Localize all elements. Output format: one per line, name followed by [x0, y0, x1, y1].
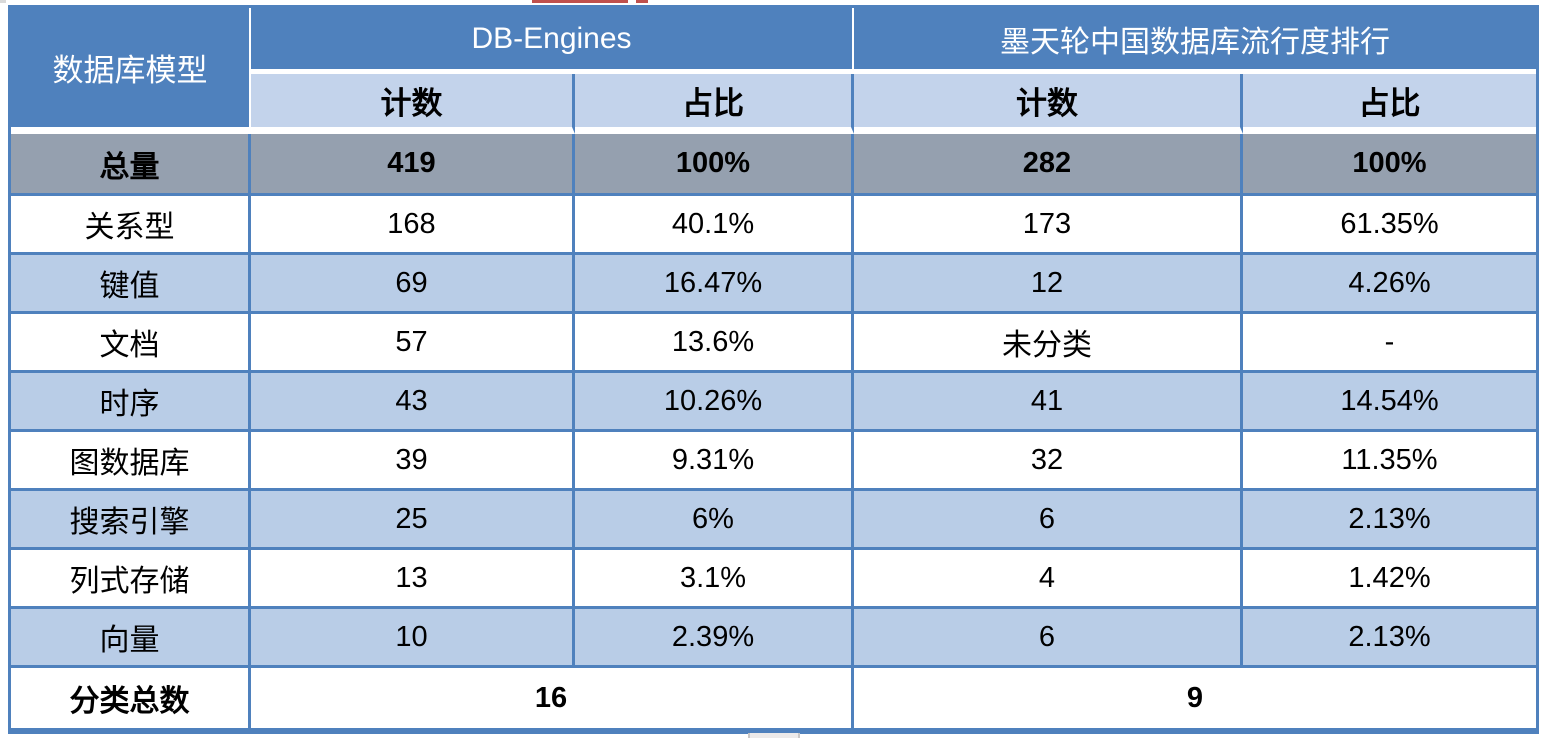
row-label-search-engine: 搜索引擎: [11, 491, 251, 550]
row-label-category-total: 分类总数: [11, 668, 251, 728]
cell-total-db-share: 100%: [575, 134, 854, 196]
row-label-key-value: 键值: [11, 255, 251, 314]
group-header-db-engines: DB-Engines: [251, 8, 854, 74]
cell-category-total-modb: 9: [854, 668, 1536, 728]
row-label-vector: 向量: [11, 609, 251, 668]
row-label-columnar: 列式存储: [11, 550, 251, 609]
corner-header-cell: 数据库模型: [11, 8, 251, 134]
cell-columnar-modb-count: 4: [854, 550, 1243, 609]
cell-relational-modb-count: 173: [854, 196, 1243, 255]
subheader-db-share: 占比: [575, 74, 854, 134]
subheader-modb-count: 计数: [854, 74, 1243, 134]
cell-columnar-db-count: 13: [251, 550, 575, 609]
cell-vector-db-share: 2.39%: [575, 609, 854, 668]
row-label-graph: 图数据库: [11, 432, 251, 491]
cell-columnar-db-share: 3.1%: [575, 550, 854, 609]
cell-vector-modb-share: 2.13%: [1243, 609, 1536, 668]
cell-key-value-modb-share: 4.26%: [1243, 255, 1536, 314]
cell-search-engine-db-count: 25: [251, 491, 575, 550]
cell-key-value-db-count: 69: [251, 255, 575, 314]
cell-relational-modb-share: 61.35%: [1243, 196, 1536, 255]
cell-graph-db-count: 39: [251, 432, 575, 491]
cell-graph-db-share: 9.31%: [575, 432, 854, 491]
subheader-modb-share: 占比: [1243, 74, 1536, 134]
red-underline-artifact: [532, 0, 628, 3]
cell-key-value-modb-count: 12: [854, 255, 1243, 314]
cell-graph-modb-share: 11.35%: [1243, 432, 1536, 491]
cell-search-engine-db-share: 6%: [575, 491, 854, 550]
cell-relational-db-share: 40.1%: [575, 196, 854, 255]
database-model-comparison-table: 数据库模型 DB-Engines 墨天轮中国数据库流行度排行 计数 占比 计数 …: [8, 5, 1539, 734]
cell-document-modb-share: -: [1243, 314, 1536, 373]
row-label-total: 总量: [11, 134, 251, 196]
cell-time-series-modb-count: 41: [854, 373, 1243, 432]
cell-relational-db-count: 168: [251, 196, 575, 255]
cell-time-series-modb-share: 14.54%: [1243, 373, 1536, 432]
row-label-time-series: 时序: [11, 373, 251, 432]
cell-time-series-db-count: 43: [251, 373, 575, 432]
cell-total-modb-count: 282: [854, 134, 1243, 196]
cell-document-modb-count: 未分类: [854, 314, 1243, 373]
red-underline-artifact-dash: [636, 0, 648, 3]
row-label-document: 文档: [11, 314, 251, 373]
cell-vector-modb-count: 6: [854, 609, 1243, 668]
cell-search-engine-modb-count: 6: [854, 491, 1243, 550]
cell-total-db-count: 419: [251, 134, 575, 196]
cell-graph-modb-count: 32: [854, 432, 1243, 491]
cell-key-value-db-share: 16.47%: [575, 255, 854, 314]
group-header-modb-ranking: 墨天轮中国数据库流行度排行: [854, 8, 1536, 74]
cell-document-db-share: 13.6%: [575, 314, 854, 373]
cell-document-db-count: 57: [251, 314, 575, 373]
cell-search-engine-modb-share: 2.13%: [1243, 491, 1536, 550]
corner-smudge-artifact: [0, 0, 6, 3]
cell-category-total-db: 16: [251, 668, 854, 728]
cell-time-series-db-share: 10.26%: [575, 373, 854, 432]
subheader-db-count: 计数: [251, 74, 575, 134]
cell-total-modb-share: 100%: [1243, 134, 1536, 196]
scrollbar-fragment: [748, 733, 800, 738]
row-label-relational: 关系型: [11, 196, 251, 255]
cell-columnar-modb-share: 1.42%: [1243, 550, 1536, 609]
cell-vector-db-count: 10: [251, 609, 575, 668]
